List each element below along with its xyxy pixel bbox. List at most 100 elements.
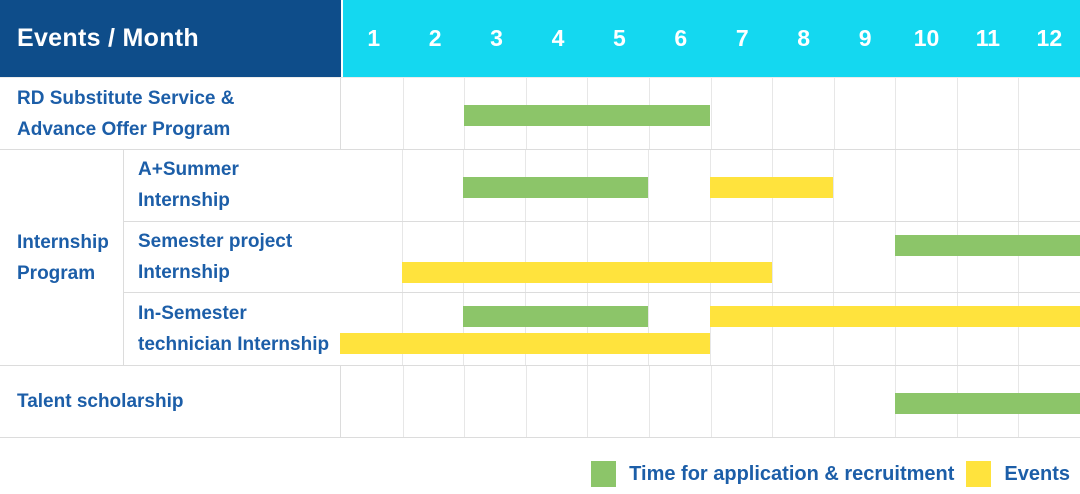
- gridline: [895, 150, 896, 221]
- month-header-cell: 2: [428, 25, 442, 51]
- gridline: [586, 293, 588, 365]
- gridline: [710, 293, 711, 365]
- month-header-cell: 9: [858, 25, 872, 51]
- legend-item: Events: [966, 461, 1070, 487]
- month-cell-area: [341, 78, 1080, 149]
- gridline: [525, 366, 527, 437]
- month-cell-area: [341, 366, 1080, 437]
- gridline: [402, 78, 404, 149]
- green-bar: [895, 393, 1080, 414]
- month-header-cell: 7: [735, 25, 749, 51]
- yellow-bar: [401, 261, 772, 283]
- gridline: [771, 221, 773, 293]
- gridline: [648, 150, 650, 221]
- green-bar: [464, 105, 711, 126]
- group-sub-rows: A+Summer Internship Semester project Intern…: [124, 150, 1080, 365]
- table-header-row: Events / Month 1 2 3 4 5 6 7 8 9 10 11 12: [0, 0, 1080, 77]
- month-header-cell: 3: [490, 25, 503, 51]
- gridline: [772, 78, 774, 149]
- gridline: [648, 293, 650, 365]
- gridline: [833, 78, 835, 149]
- month-header-cell: 4: [551, 25, 565, 51]
- row-label-line: Internship: [138, 190, 230, 212]
- month-header-row: 1 2 3 4 5 6 7 8 9 10 11 12: [343, 0, 1080, 77]
- row-label-line: In-Semester: [138, 303, 247, 325]
- row-label: Semester project Internship: [124, 222, 340, 293]
- month-header-cell: 6: [674, 25, 688, 51]
- row-label-line: technician Internship: [138, 334, 330, 356]
- month-cell-area: [340, 221, 1080, 293]
- header-divider: [341, 0, 343, 77]
- gridline: [710, 78, 712, 149]
- gridline: [771, 293, 773, 365]
- legend-label: Events: [1004, 462, 1070, 485]
- gridline: [401, 221, 403, 293]
- row-label: In-Semester technician Internship: [124, 293, 340, 365]
- month-cell-area: [340, 293, 1080, 365]
- table-row: A+Summer Internship: [124, 150, 1080, 222]
- gridline: [895, 221, 896, 293]
- row-label: RD Substitute Service & Advance Offer Pro…: [0, 78, 341, 149]
- gridline: [1018, 78, 1020, 149]
- green-legend-swatch: [591, 461, 617, 487]
- month-cell-area: [340, 150, 1080, 221]
- table-row: Semester project Internship: [124, 221, 1080, 294]
- gridline: [1018, 293, 1020, 365]
- table-row: Talent scholarship: [0, 366, 1080, 438]
- row-label-line: Talent scholarship: [17, 391, 184, 412]
- yellow-bar: [710, 306, 1080, 328]
- gridline: [1018, 150, 1020, 221]
- group-label-line: Internship: [17, 231, 109, 253]
- internship-program-group: Internship Program A+Summer Internship Semes…: [0, 150, 1080, 366]
- group-label-line: Program: [17, 262, 96, 284]
- yellow-bar: [710, 177, 834, 198]
- gridline: [401, 150, 403, 221]
- gridline: [956, 150, 958, 221]
- gridline: [710, 366, 712, 437]
- month-header-cell: 10: [913, 25, 940, 51]
- gantt-body: RD Substitute Service & Advance Offer Pro…: [0, 77, 1080, 438]
- gridline: [402, 366, 404, 437]
- green-bar: [463, 306, 649, 328]
- gridline: [525, 221, 526, 293]
- month-header-cell: 1: [367, 25, 381, 51]
- table-row: RD Substitute Service & Advance Offer Pro…: [0, 78, 1080, 150]
- table-row: In-Semester technician Internship: [124, 293, 1080, 365]
- gridline: [463, 293, 465, 365]
- green-bar: [463, 177, 649, 198]
- gridline: [464, 366, 466, 437]
- green-bar: [895, 234, 1080, 256]
- gridline: [463, 221, 465, 293]
- gridline: [956, 293, 958, 365]
- legend: Time for application & recruitment Events: [579, 461, 1070, 487]
- gridline: [833, 150, 835, 221]
- month-header-cell: 8: [797, 25, 811, 51]
- legend-label: Time for application & recruitment: [629, 462, 955, 485]
- row-label-line: Semester project: [138, 231, 293, 252]
- month-header-cell: 11: [975, 25, 1001, 51]
- gridline: [833, 366, 835, 437]
- gridline: [772, 366, 774, 437]
- gridline: [833, 221, 835, 293]
- row-label: Talent scholarship: [0, 366, 341, 437]
- gridline: [895, 293, 896, 365]
- row-label-line: Internship: [138, 262, 230, 283]
- legend-item: Time for application & recruitment: [591, 461, 954, 487]
- row-label-line: Advance Offer Program: [17, 118, 231, 140]
- gridline: [401, 293, 403, 365]
- events-month-header: Events / Month: [0, 0, 341, 77]
- gridline: [587, 366, 589, 437]
- gridline: [648, 221, 650, 293]
- row-label-line: A+Summer: [138, 159, 239, 181]
- gridline: [586, 221, 588, 293]
- gridline: [833, 293, 835, 365]
- gridline: [895, 78, 897, 149]
- yellow-legend-swatch: [966, 461, 992, 487]
- month-header-cell: 12: [1036, 25, 1063, 51]
- row-label-line: RD Substitute Service &: [17, 87, 235, 109]
- yellow-bar: [340, 333, 710, 355]
- group-label: Internship Program: [0, 150, 124, 365]
- row-label: A+Summer Internship: [124, 150, 340, 221]
- gridline: [956, 221, 958, 293]
